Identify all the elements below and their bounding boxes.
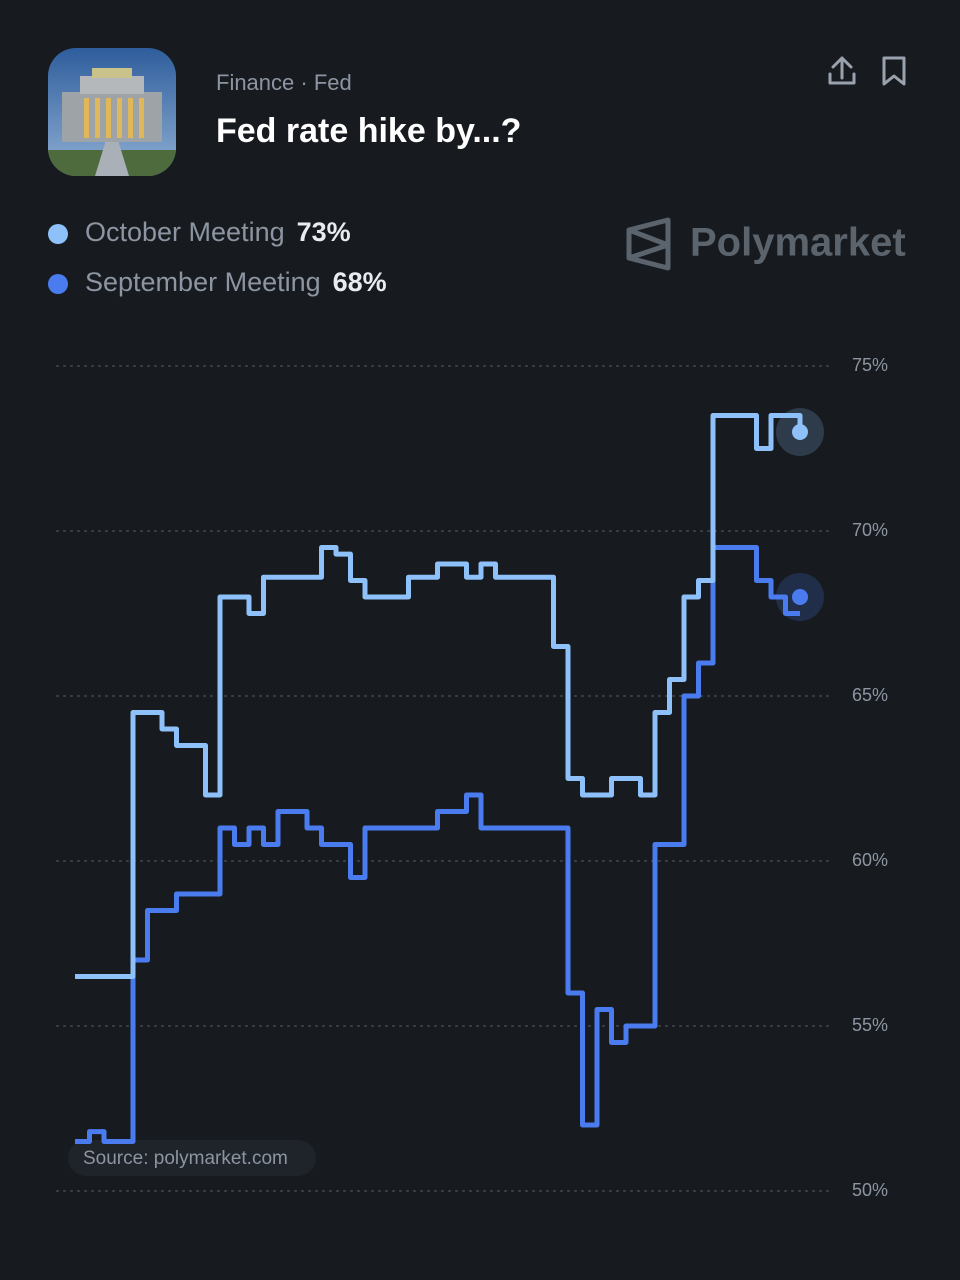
brand-logo: Polymarket: [626, 217, 906, 271]
y-tick-label: 70%: [852, 520, 888, 540]
series-line: [75, 413, 803, 979]
share-button[interactable]: [828, 56, 856, 85]
y-tick-label: 65%: [852, 685, 888, 705]
legend-name: September Meeting: [85, 267, 321, 297]
legend-name: October Meeting: [85, 217, 285, 247]
legend-entry: October Meeting 73%: [85, 217, 351, 247]
end-dot: [792, 424, 808, 440]
bookmark-button[interactable]: [882, 56, 906, 86]
legend-entry: September Meeting 68%: [85, 267, 387, 297]
category: Finance · Fed: [216, 70, 352, 95]
brand: Polymarket: [690, 221, 906, 265]
legend-value: 73%: [297, 217, 351, 247]
legend-dot: [48, 224, 68, 244]
series-line: [75, 545, 800, 1144]
y-tick-label: 60%: [852, 850, 888, 870]
source: Source: polymarket.com: [83, 1148, 288, 1169]
y-tick-label: 50%: [852, 1180, 888, 1200]
legend-value: 68%: [333, 267, 387, 297]
source-badge: [68, 1140, 316, 1176]
end-dot: [792, 589, 808, 605]
legend-dot: [48, 274, 68, 294]
y-tick-label: 55%: [852, 1015, 888, 1035]
y-tick-label: 75%: [852, 355, 888, 375]
title: Fed rate hike by...?: [216, 112, 521, 150]
market-icon: [48, 48, 176, 176]
